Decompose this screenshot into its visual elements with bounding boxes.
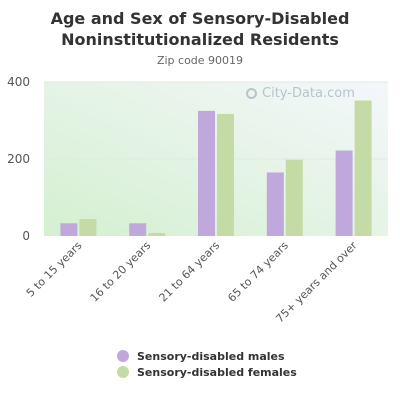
bar-males-1 bbox=[129, 223, 147, 236]
watermark-text: City-Data.com bbox=[262, 86, 355, 101]
bar-males-2 bbox=[198, 110, 215, 236]
chart-title-line1: Age and Sex of Sensory-Disabled bbox=[50, 9, 350, 28]
watermark: City-Data.com bbox=[246, 86, 355, 101]
legend-swatch-males bbox=[117, 350, 129, 362]
legend-item-females: Sensory-disabled females bbox=[117, 364, 297, 380]
chart-title: Age and Sex of Sensory-Disabled Noninsti… bbox=[0, 8, 400, 50]
y-tick-label: 400 bbox=[7, 75, 30, 89]
chart-title-line2: Noninstitutionalized Residents bbox=[61, 30, 339, 49]
legend-swatch-females bbox=[117, 366, 129, 378]
chart-subtitle: Zip code 90019 bbox=[156, 54, 244, 67]
x-tick-label: 21 to 64 years bbox=[156, 239, 222, 305]
grid-lines bbox=[44, 81, 388, 160]
x-tick-label: 65 to 74 years bbox=[225, 239, 291, 305]
search-icon bbox=[246, 88, 257, 99]
bar-females-4 bbox=[354, 100, 372, 236]
y-axis: 0 200 400 bbox=[7, 75, 30, 243]
x-axis: 5 to 15 years 16 to 20 years 21 to 64 year… bbox=[24, 239, 360, 326]
y-tick-label: 200 bbox=[7, 152, 30, 166]
bar-females-0 bbox=[79, 219, 97, 236]
bars bbox=[60, 100, 372, 236]
legend: Sensory-disabled males Sensory-disabled … bbox=[117, 348, 297, 380]
bar-males-0 bbox=[60, 223, 78, 236]
legend-label-females: Sensory-disabled females bbox=[137, 365, 297, 379]
bar-females-1 bbox=[148, 232, 166, 236]
legend-label-males: Sensory-disabled males bbox=[137, 349, 285, 363]
bar-males-3 bbox=[266, 172, 284, 236]
y-tick-label: 0 bbox=[22, 229, 30, 243]
x-tick-label: 5 to 15 years bbox=[24, 239, 85, 300]
bar-males-4 bbox=[335, 150, 353, 236]
bar-females-2 bbox=[217, 113, 234, 236]
legend-item-males: Sensory-disabled males bbox=[117, 348, 297, 364]
x-tick-label: 16 to 20 years bbox=[88, 239, 154, 305]
bar-females-3 bbox=[285, 159, 303, 236]
